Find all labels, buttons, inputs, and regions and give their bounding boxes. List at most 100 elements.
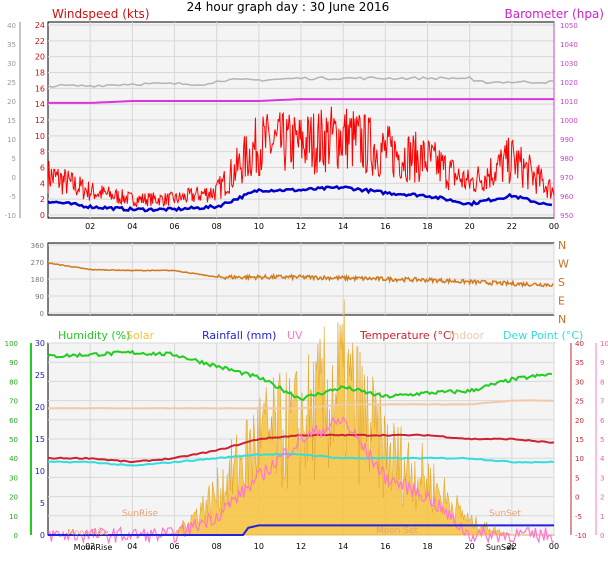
hour-tick-label: 16 <box>380 542 390 551</box>
humidity-tick-label: 60 <box>9 417 18 425</box>
outer-tick-label: 0 <box>12 174 16 182</box>
outer-tick-label: 40 <box>7 22 16 30</box>
legend-item-solar: Solar <box>126 329 155 342</box>
hour-tick-label: 18 <box>422 222 432 231</box>
barometer-tick-label: 1000 <box>560 117 578 125</box>
wind-tick-label: 18 <box>35 69 45 78</box>
barometer-tick-label: 970 <box>560 174 573 182</box>
legend-item-temp: Temperature (°C) <box>359 329 455 342</box>
direction-tick-label: 0 <box>40 310 44 318</box>
uv-tick-label: 4 <box>600 455 605 463</box>
dew-point-line <box>47 452 555 467</box>
direction-tick-label: 270 <box>31 259 44 267</box>
rain-tick-label: 5 <box>40 499 45 508</box>
legend-item-dew: Dew Point (°C) <box>503 329 583 342</box>
barometer-line <box>48 98 554 104</box>
compass-tick-label: N <box>558 313 566 326</box>
outer-tick-label: -10 <box>5 212 16 220</box>
humidity-tick-label: 10 <box>9 513 18 521</box>
wind-tick-label: 12 <box>35 116 45 125</box>
humidity-tick-label: 20 <box>9 494 18 502</box>
rain-tick-label: 0 <box>40 531 45 540</box>
wind-tick-label: 10 <box>35 132 45 141</box>
outer-tick-label: -5 <box>9 193 16 201</box>
hour-tick-label: 08 <box>212 222 222 231</box>
humidity-tick-label: 100 <box>5 340 18 348</box>
wind-tick-label: 20 <box>35 53 45 62</box>
legend-item-humidity: Humidity (%) <box>58 329 130 342</box>
direction-tick-label: 180 <box>31 276 44 284</box>
uv-tick-label: 5 <box>600 436 604 444</box>
hour-tick-label: 04 <box>127 542 137 551</box>
barometer-tick-label: 960 <box>560 193 573 201</box>
uv-line <box>47 415 555 545</box>
temperature-tick-label: 15 <box>575 436 584 444</box>
hour-tick-label: 06 <box>169 222 179 231</box>
barometer-tick-label: 1020 <box>560 79 578 87</box>
hour-tick-label: 14 <box>338 222 348 231</box>
wind-tick-label: 2 <box>40 195 45 204</box>
legend-item-indoor: Indoor <box>449 329 485 342</box>
humidity-tick-label: 50 <box>9 436 18 444</box>
wind-tick-label: 16 <box>35 84 45 93</box>
windspeed-label: Windspeed (kts) <box>52 7 150 21</box>
uv-tick-label: 1 <box>600 513 604 521</box>
direction-tick-label: 360 <box>31 242 44 250</box>
outer-tick-label: 25 <box>7 79 16 87</box>
hour-tick-label: 20 <box>465 222 475 231</box>
wind-tick-label: 14 <box>35 100 45 109</box>
compass-tick-label: W <box>558 258 569 271</box>
outer-tick-label: 10 <box>7 136 16 144</box>
barometer-tick-label: 1010 <box>560 98 578 106</box>
humidity-line <box>47 349 553 401</box>
temperature-tick-label: -10 <box>575 532 586 540</box>
rain-tick-label: 20 <box>35 403 45 412</box>
hour-tick-label: 12 <box>296 222 306 231</box>
hour-tick-label: 18 <box>422 542 432 551</box>
barometer-secondary-line <box>47 76 555 88</box>
humidity-tick-label: 0 <box>14 532 18 540</box>
compass-tick-label: N <box>558 239 566 252</box>
rain-tick-label: 10 <box>35 467 45 476</box>
temperature-tick-label: 30 <box>575 378 584 386</box>
hour-tick-label: 20 <box>465 542 475 551</box>
average-wind-line <box>47 185 553 213</box>
wind-tick-label: 24 <box>35 21 45 30</box>
outer-tick-label: 5 <box>12 155 16 163</box>
hour-tick-label: 04 <box>127 222 137 231</box>
hour-tick-label: 16 <box>380 222 390 231</box>
temperature-humidity-panel: 1009080706050403020100302520151050403530… <box>5 299 608 552</box>
moonrise-label: Moon Rise <box>67 528 108 537</box>
uv-tick-label: 7 <box>600 398 604 406</box>
compass-tick-label: E <box>558 295 565 308</box>
temperature-tick-label: 5 <box>575 474 579 482</box>
outer-tick-label: 35 <box>7 41 16 49</box>
uv-tick-label: 6 <box>600 417 605 425</box>
hour-tick-label: 02 <box>85 222 95 231</box>
wind-tick-label: 6 <box>40 164 45 173</box>
hour-tick-label: 06 <box>169 542 179 551</box>
humidity-tick-label: 80 <box>9 378 18 386</box>
uv-tick-label: 0 <box>600 532 604 540</box>
legend-item-rain: Rainfall (mm) <box>202 329 276 342</box>
hour-tick-label: 22 <box>507 542 517 551</box>
hour-tick-label: 02 <box>85 542 95 551</box>
temperature-tick-label: 0 <box>575 494 579 502</box>
humidity-tick-label: 40 <box>9 455 18 463</box>
barometer-tick-label: 950 <box>560 212 573 220</box>
temperature-tick-label: -5 <box>575 513 582 521</box>
barometer-tick-label: 1030 <box>560 60 578 68</box>
rain-tick-label: 25 <box>35 371 45 380</box>
temperature-tick-label: 10 <box>575 455 584 463</box>
hour-tick-label: 00 <box>549 222 559 231</box>
temperature-tick-label: 35 <box>575 359 584 367</box>
rain-tick-label: 30 <box>35 339 45 348</box>
outer-tick-label: 15 <box>7 117 16 125</box>
wind-direction-line <box>47 262 554 288</box>
chart-title: 24 hour graph day : 30 June 2016 <box>187 0 390 14</box>
sunset-label: SunSet <box>489 509 521 519</box>
barometer-tick-label: 990 <box>560 136 573 144</box>
uv-tick-label: 8 <box>600 378 604 386</box>
